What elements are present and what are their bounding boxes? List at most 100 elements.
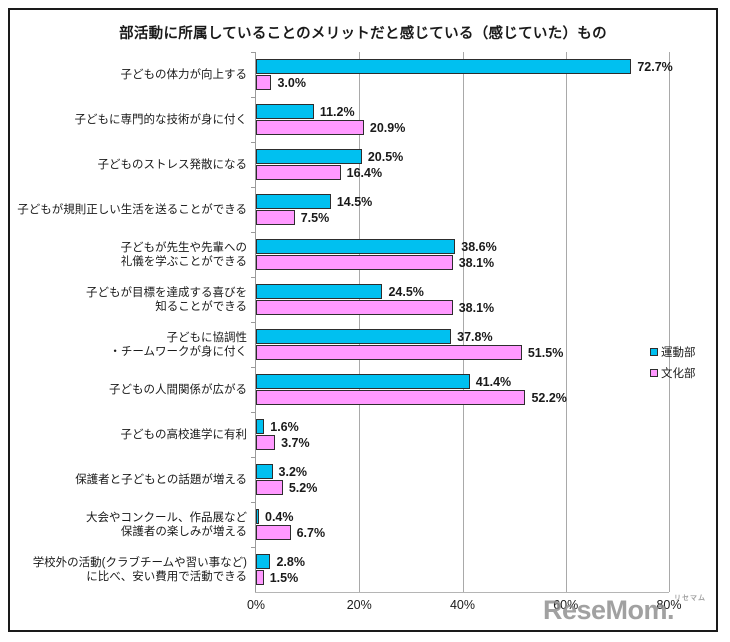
category-row: 子どもの人間関係が広がる 41.4% 52.2%	[109, 367, 669, 412]
category-row: 子どもが目標を達成する喜びを 知ることができる 24.5% 38.1%	[86, 277, 669, 322]
category-row: 子どもに専門的な技術が身に付く 11.2% 20.9%	[75, 97, 669, 142]
bar-culture[interactable]	[256, 480, 283, 495]
watermark-superscript: リセマム	[674, 595, 706, 602]
gridline	[462, 52, 464, 592]
bar-sports[interactable]	[256, 194, 331, 209]
bar-sports[interactable]	[256, 554, 271, 569]
x-tick-label: 20%	[346, 598, 372, 612]
category-row: 子どものストレス発散になる 20.5% 16.4%	[98, 142, 669, 187]
chart-frame: 部活動に所属していることのメリットだと感じている（感じていた）もの 0% 20% 4…	[8, 8, 718, 632]
bar-sports[interactable]	[256, 509, 259, 524]
legend-swatch-icon	[650, 369, 658, 377]
category-row: 子どもの高校進学に有利 1.6% 3.7%	[121, 412, 669, 457]
legend-label: 運動部	[661, 347, 696, 359]
bar-sports[interactable]	[256, 374, 470, 389]
bar-value-label: 20.9%	[369, 120, 406, 135]
category-row: 子どもが規則正しい生活を送ることができる 14.5% 7.5%	[17, 187, 669, 232]
bar-value-label: 11.2%	[319, 104, 355, 119]
bar-sports[interactable]	[256, 419, 265, 434]
y-axis-tick	[251, 232, 256, 233]
bar-sports[interactable]	[256, 149, 362, 164]
bar-value-label: 38.1%	[458, 255, 495, 270]
category-label: 子どものストレス発散になる	[97, 158, 248, 171]
resemom-watermark: ReseMom.リセマム	[542, 595, 706, 625]
y-axis-tick	[251, 97, 256, 98]
bar-culture[interactable]	[256, 300, 453, 315]
category-label: 子どもに専門的な技術が身に付く	[74, 113, 248, 126]
y-axis-tick	[251, 187, 256, 188]
bar-sports[interactable]	[256, 239, 456, 254]
bar-sports[interactable]	[256, 329, 452, 344]
bar-culture[interactable]	[256, 390, 526, 405]
category-row: 保護者と子どもとの話題が増える 3.2% 5.2%	[75, 457, 669, 502]
bar-sports[interactable]	[256, 284, 383, 299]
bar-value-label: 41.4%	[475, 374, 512, 389]
bar-value-label: 3.0%	[277, 75, 306, 90]
bar-sports[interactable]	[256, 464, 273, 479]
legend-item-sports[interactable]: 運動部	[650, 344, 715, 360]
bar-value-label: 3.2%	[278, 464, 308, 479]
y-axis-tick	[251, 322, 256, 323]
category-label: 子どもの体力が向上する	[120, 68, 248, 81]
bar-culture[interactable]	[256, 165, 341, 180]
bar-value-label: 0.4%	[265, 509, 294, 524]
bar-value-label: 38.1%	[458, 300, 495, 315]
legend-swatch-icon	[650, 348, 658, 356]
category-row: 子どもの体力が向上する 72.7% 3.0%	[121, 52, 673, 97]
bar-value-label: 7.5%	[300, 210, 330, 225]
category-label: 子どもが目標を達成する喜びを 知ることができる	[86, 286, 247, 313]
category-row: 子どもに協調性 ・チームワークが身に付く 37.8% 51.5%	[109, 322, 669, 367]
bar-value-label: 1.6%	[270, 419, 299, 434]
bar-value-label: 2.8%	[276, 554, 305, 569]
x-tick-label: 0%	[246, 598, 266, 612]
bar-culture[interactable]	[256, 345, 522, 360]
chart-legend: 運動部 文化部	[647, 337, 715, 388]
bar-culture[interactable]	[256, 570, 264, 585]
y-axis-tick	[251, 367, 256, 368]
bar-culture[interactable]	[256, 525, 291, 540]
gridline	[669, 52, 670, 592]
bar-culture[interactable]	[256, 255, 453, 270]
bar-culture[interactable]	[256, 210, 295, 225]
category-label: 子どもの高校進学に有利	[120, 428, 248, 441]
bar-culture[interactable]	[256, 120, 364, 135]
y-axis-tick	[251, 457, 256, 458]
category-row: 子どもが先生や先輩への 礼儀を学ぶことができる 38.6% 38.1%	[121, 232, 669, 277]
category-label: 子どもに協調性 ・チームワークが身に付く	[109, 331, 247, 358]
bar-culture[interactable]	[256, 75, 272, 90]
bar-sports[interactable]	[256, 59, 632, 74]
bar-value-label: 38.6%	[461, 239, 497, 254]
category-label: 学校外の活動(クラブチームや習い事など) に比べ、安い費用で活動できる	[32, 556, 247, 583]
y-axis-tick	[251, 412, 256, 413]
y-axis-tick	[251, 547, 256, 548]
bar-value-label: 37.8%	[457, 329, 493, 344]
bar-value-label: 5.2%	[288, 480, 318, 495]
y-axis-tick	[251, 277, 256, 278]
x-tick-label: 60%	[553, 598, 579, 612]
category-row: 学校外の活動(クラブチームや習い事など) に比べ、安い費用で活動できる 2.8% 1…	[33, 547, 669, 592]
bar-value-label: 6.7%	[296, 525, 326, 540]
bar-value-label: 52.2%	[531, 390, 567, 405]
bar-culture[interactable]	[256, 435, 276, 450]
chart-title: 部活動に所属していることのメリットだと感じている（感じていた）もの	[119, 26, 607, 42]
watermark-text: ReseMom.	[542, 595, 675, 625]
x-tick-label: 40%	[449, 598, 476, 612]
category-label: 子どもの人間関係が広がる	[109, 383, 247, 396]
gridline	[359, 52, 361, 592]
plot-area: 0% 20% 40% 60% 80% 子どもの体力が向上する 72.7% 3.0% 子どもに専…	[17, 52, 682, 612]
x-axis-line	[255, 592, 669, 593]
legend-item-culture[interactable]: 文化部	[650, 365, 715, 381]
category-label: 子どもが規則正しい生活を送ることができる	[17, 203, 247, 216]
category-label: 大会やコンクール、作品展など 保護者の楽しみが増える	[86, 511, 247, 538]
legend-label: 文化部	[661, 368, 696, 380]
bar-value-label: 14.5%	[336, 194, 373, 209]
bar-value-label: 16.4%	[346, 165, 383, 180]
bar-sports[interactable]	[256, 104, 314, 119]
y-axis-tick	[251, 52, 256, 53]
bar-value-label: 51.5%	[527, 345, 564, 360]
bar-value-label: 1.5%	[269, 570, 299, 585]
category-label: 子どもが先生や先輩への 礼儀を学ぶことができる	[120, 241, 248, 268]
category-row: 大会やコンクール、作品展など 保護者の楽しみが増える 0.4% 6.7%	[86, 502, 669, 547]
category-label: 保護者と子どもとの話題が増える	[75, 473, 247, 486]
bar-value-label: 3.7%	[281, 435, 310, 450]
